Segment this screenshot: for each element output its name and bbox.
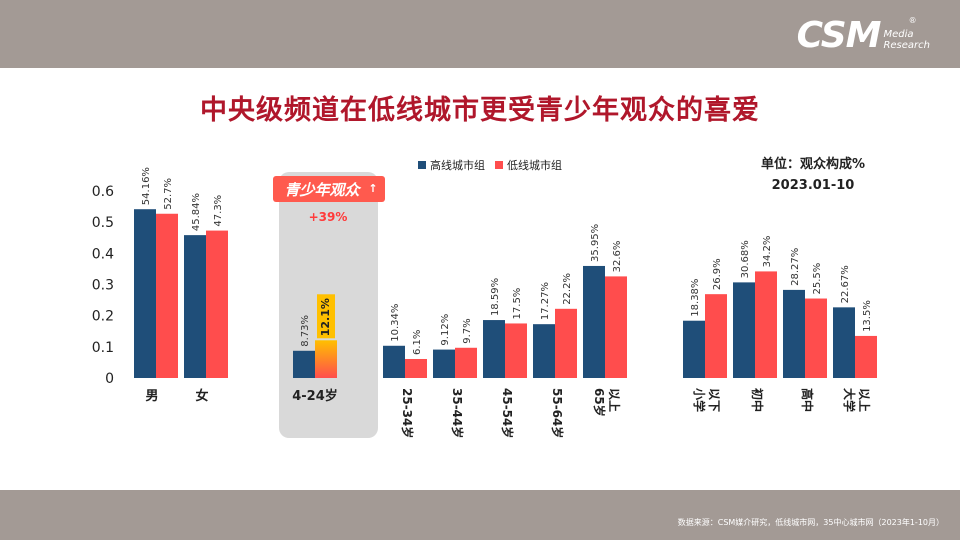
data-label: 18.59% [490,278,501,316]
growth-label: +39% [309,210,348,224]
page-title: 中央级频道在低线城市更受青少年观众的喜爱 [200,95,760,126]
data-label: 22.2% [562,273,573,305]
bar-low [805,298,827,378]
logo-main-text: CSM [796,15,882,56]
data-label: 30.68% [740,240,751,278]
x-tick-label: 初中 [750,388,765,412]
data-label: 45.84% [191,193,202,231]
y-tick-label: 0.1 [92,340,114,356]
bar-low [315,340,337,378]
data-source-note: 数据来源：CSM媒介研究，低线城市网，35中心城市网（2023年1-10月） [677,518,944,527]
y-tick-label: 0.4 [92,246,114,262]
bar-low [705,294,727,378]
x-tick-label: 女 [195,388,208,404]
logo-sub-line2: Research [883,40,930,51]
x-tick-label: 小学以下 [692,388,721,412]
data-label: 9.12% [440,314,451,346]
legend-swatch-high [418,161,426,169]
legend-item-high: 高线城市组 [418,157,485,173]
bar-low [505,323,527,378]
bar-low [605,276,627,378]
logo-subtext: Media Research [883,29,930,51]
data-label: 47.3% [213,195,224,227]
x-tick-label: 55-64岁 [550,388,565,438]
bar-high [483,320,505,378]
bar-high [533,324,555,378]
y-tick-label: 0 [105,371,114,387]
data-label: 8.73% [300,315,311,347]
bar-high [383,345,405,378]
data-label: 52.7% [163,178,174,210]
data-label: 10.34% [390,304,401,342]
legend-swatch-low [495,161,503,169]
data-label: 13.5% [862,300,873,332]
bar-low [405,358,427,378]
data-label: 12.1% [319,298,332,336]
logo-registered-mark: ® [908,16,917,25]
bar-low [455,347,477,378]
data-label: 54.16% [141,167,152,205]
data-label: 22.67% [840,265,851,303]
data-label: 17.27% [540,282,551,320]
bar-low [156,213,178,378]
unit-note: 单位：观众构成% 2023.01-10 [728,154,898,196]
y-tick-label: 0.6 [92,184,114,200]
top-bar: CSM ® Media Research [0,0,960,68]
bottom-bar: 数据来源：CSM媒介研究，低线城市网，35中心城市网（2023年1-10月） [0,490,960,540]
bar-high [833,307,855,378]
data-label: 18.38% [690,279,701,317]
data-label: 17.5% [512,288,523,320]
data-label: 28.27% [790,248,801,286]
data-label-highlight-bg [317,294,335,339]
x-tick-label: 男 [145,389,158,404]
y-tick-label: 0.2 [92,309,114,325]
bar-low [755,271,777,378]
bar-high [433,349,455,378]
bar-high [783,289,805,378]
x-tick-label: 65岁以上 [592,388,622,417]
x-tick-label: 35-44岁 [450,388,465,438]
legend-label-low: 低线城市组 [507,159,562,172]
y-tick-label: 0.5 [92,215,114,231]
data-label: 34.2% [762,236,773,268]
up-arrow-icon: ↑ [368,182,377,195]
x-tick-label: 4-24岁 [292,388,338,404]
bar-high [184,235,206,378]
bar-high [134,209,156,378]
x-tick-label: 高中 [800,388,815,412]
bar-high [683,320,705,378]
x-tick-label: 25-34岁 [400,388,415,438]
highlight-badge-text: 青少年观众 [284,181,361,199]
data-label: 35.95% [590,224,601,262]
bar-low [206,230,228,378]
chart-legend: 高线城市组 低线城市组 [418,157,562,173]
bar-high [733,282,755,378]
bar-low [555,308,577,378]
bar-high [293,350,315,378]
bar-high [583,265,605,378]
legend-label-high: 高线城市组 [430,159,485,172]
highlight-badge [273,176,385,202]
date-range: 2023.01-10 [771,178,855,193]
x-tick-label: 45-54岁 [500,388,515,438]
data-label: 32.6% [612,241,623,273]
x-tick-label: 大学以上 [842,388,872,412]
data-label: 25.5% [812,263,823,295]
legend-item-low: 低线城市组 [495,157,562,173]
data-label: 6.1% [412,330,423,355]
data-label: 26.9% [712,258,723,290]
csm-logo: CSM ® Media Research [796,15,930,58]
unit-label: 单位：观众构成% [760,157,866,172]
logo-sub-line1: Media [883,29,914,40]
bar-low [855,335,877,378]
y-tick-label: 0.3 [92,278,114,294]
data-label: 9.7% [462,318,473,343]
